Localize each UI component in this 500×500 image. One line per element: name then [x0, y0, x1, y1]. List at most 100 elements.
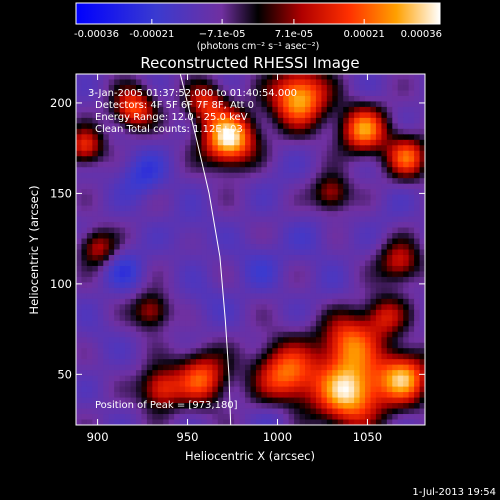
- heatmap-cell: [408, 112, 415, 119]
- heatmap-cell: [392, 189, 399, 196]
- heatmap-cell: [370, 139, 377, 146]
- heatmap-cell: [174, 408, 181, 415]
- heatmap-cell: [223, 282, 230, 289]
- heatmap-cell: [135, 95, 143, 103]
- heatmap-cell: [125, 403, 132, 410]
- heatmap-cell: [114, 260, 121, 267]
- heatmap-cell: [201, 293, 208, 300]
- heatmap-cell: [157, 287, 164, 294]
- heatmap-cell: [135, 167, 143, 174]
- heatmap-cell: [419, 117, 425, 124]
- heatmap-cell: [403, 331, 410, 338]
- heatmap-cell: [348, 260, 355, 267]
- heatmap-cell: [326, 172, 333, 179]
- heatmap-cell: [108, 189, 115, 196]
- heatmap-cell: [119, 386, 126, 393]
- heatmap-cell: [86, 211, 93, 218]
- heatmap-cell: [152, 101, 159, 108]
- heatmap-cell: [299, 238, 306, 245]
- heatmap-cell: [130, 161, 137, 168]
- heatmap-cell: [245, 167, 252, 174]
- heatmap-cell: [223, 315, 230, 322]
- heatmap-cell: [315, 145, 322, 152]
- heatmap-cell: [288, 348, 295, 355]
- heatmap-cell: [261, 211, 268, 218]
- heatmap-cell: [250, 74, 257, 81]
- heatmap-cell: [261, 233, 268, 240]
- heatmap-cell: [283, 287, 290, 294]
- heatmap-cell: [103, 293, 110, 300]
- heatmap-cell: [174, 403, 181, 410]
- heatmap-cell: [386, 320, 393, 327]
- heatmap-cell: [206, 342, 213, 349]
- heatmap-cell: [190, 222, 197, 229]
- heatmap-cell: [97, 156, 104, 163]
- heatmap-cell: [277, 123, 284, 130]
- heatmap-cell: [190, 309, 197, 316]
- heatmap-cell: [272, 419, 279, 425]
- heatmap-cell: [348, 403, 355, 410]
- heatmap-cell: [174, 238, 181, 245]
- heatmap-cell: [81, 392, 88, 399]
- heatmap-cell: [365, 216, 372, 223]
- heatmap-cell: [348, 304, 355, 311]
- heatmap-cell: [277, 216, 284, 223]
- heatmap-cell: [305, 370, 312, 377]
- heatmap-cell: [217, 178, 224, 185]
- heatmap-cell: [86, 84, 93, 92]
- heatmap-cell: [146, 205, 153, 212]
- heatmap-cell: [255, 145, 262, 152]
- heatmap-cell: [299, 249, 306, 256]
- heatmap-cell: [185, 403, 192, 410]
- heatmap-cell: [223, 233, 230, 240]
- heatmap-cell: [403, 315, 410, 322]
- heatmap-cell: [223, 265, 230, 273]
- heatmap-cell: [392, 84, 399, 92]
- heatmap-cell: [179, 298, 186, 305]
- heatmap-cell: [108, 227, 115, 234]
- heatmap-cell: [223, 101, 230, 108]
- heatmap-cell: [195, 254, 203, 262]
- heatmap-cell: [310, 205, 317, 212]
- heatmap-cell: [266, 397, 273, 404]
- heatmap-cell: [119, 172, 126, 179]
- heatmap-cell: [141, 414, 148, 421]
- heatmap-cell: [370, 271, 377, 278]
- heatmap-cell: [234, 79, 241, 86]
- heatmap-cell: [403, 249, 410, 256]
- heatmap-cell: [141, 408, 148, 415]
- heatmap-cell: [272, 392, 279, 399]
- heatmap-cell: [163, 74, 170, 81]
- heatmap-cell: [195, 331, 203, 338]
- heatmap-cell: [114, 244, 121, 251]
- heatmap-cell: [217, 145, 224, 152]
- heatmap-cell: [146, 304, 153, 311]
- heatmap-cell: [408, 244, 415, 251]
- heatmap-cell: [130, 282, 137, 289]
- heatmap-cell: [146, 265, 153, 273]
- annotation-line: Clean Total counts: 1.12E+03: [95, 124, 243, 135]
- heatmap-cell: [195, 128, 203, 135]
- heatmap-cell: [326, 348, 333, 355]
- heatmap-cell: [97, 271, 104, 278]
- heatmap-cell: [92, 211, 99, 218]
- heatmap-cell: [125, 249, 132, 256]
- heatmap-cell: [201, 90, 208, 97]
- heatmap-cell: [103, 244, 110, 251]
- heatmap-cell: [174, 139, 181, 146]
- heatmap-cell: [245, 150, 252, 157]
- heatmap-cell: [152, 183, 159, 190]
- heatmap-cell: [255, 249, 262, 256]
- heatmap-cell: [81, 95, 88, 103]
- heatmap-cell: [157, 326, 164, 333]
- heatmap-cell: [239, 392, 246, 399]
- heatmap-cell: [130, 156, 137, 163]
- heatmap-cell: [76, 315, 83, 322]
- heatmap-cell: [337, 304, 344, 311]
- heatmap-cell: [114, 414, 121, 421]
- heatmap-cell: [76, 106, 83, 113]
- heatmap-cell: [315, 128, 322, 135]
- heatmap-cell: [370, 309, 377, 316]
- heatmap-cell: [92, 95, 99, 103]
- heatmap-cell: [321, 282, 328, 289]
